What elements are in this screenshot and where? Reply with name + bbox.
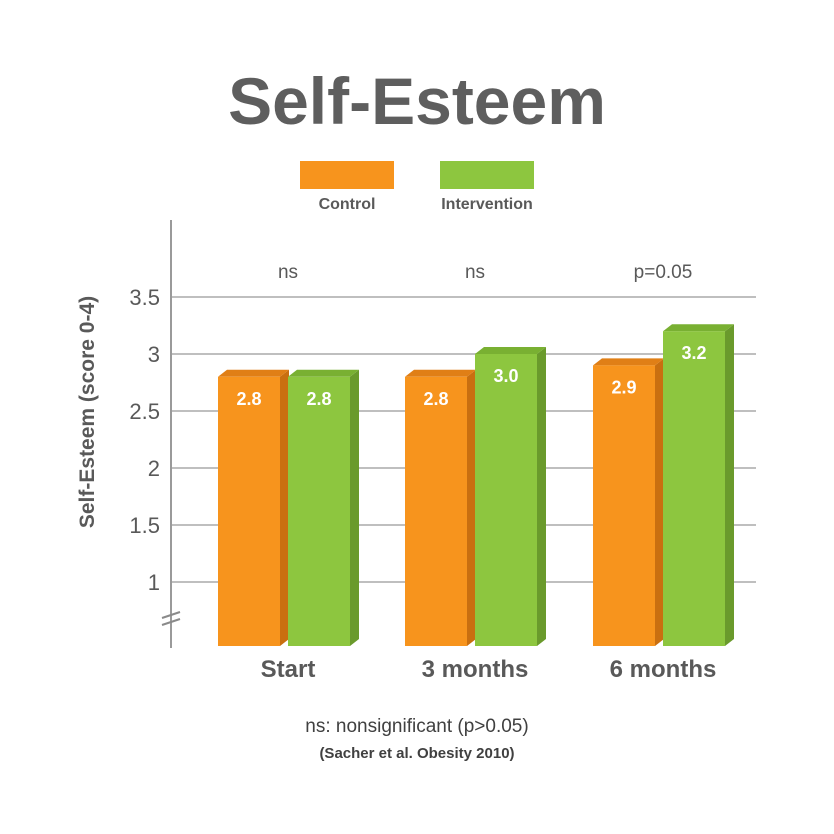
bar-value-label: 2.8 [306, 389, 331, 409]
x-category-label: Start [261, 656, 316, 683]
bar-control-3 [593, 358, 664, 646]
bar-control-1 [218, 369, 289, 646]
significance-label: p=0.05 [634, 262, 693, 283]
legend-swatch-control [300, 161, 394, 189]
bar-intervention-2 [475, 347, 546, 646]
legend-swatch-intervention [440, 161, 534, 189]
x-category-label: 3 months [422, 656, 529, 683]
bar-value-label: 3.2 [681, 343, 706, 363]
footnote: ns: nonsignificant (p>0.05) [305, 716, 528, 737]
y-tick-label: 1.5 [129, 513, 160, 538]
y-tick-label: 2.5 [129, 399, 160, 424]
significance-label: ns [278, 262, 298, 283]
bar-control-2 [405, 369, 476, 646]
bars: 2.8 2.8 2.8 3.0 2.9 3.2 [218, 324, 734, 646]
bar-value-label: 3.0 [493, 366, 518, 386]
legend: Control Intervention [300, 161, 534, 213]
y-tick-label: 2 [148, 456, 160, 481]
y-tick-label: 3 [148, 342, 160, 367]
bar-intervention-3 [663, 324, 734, 646]
bar-value-label: 2.9 [611, 377, 636, 397]
bar-value-label: 2.8 [236, 389, 261, 409]
legend-label-control: Control [319, 196, 376, 213]
bar-intervention-1 [288, 369, 359, 646]
chart-title: Self-Esteem [228, 64, 606, 138]
y-tick-label: 1 [148, 570, 160, 595]
category-labels: Start 3 months 6 months [261, 656, 717, 683]
x-category-label: 6 months [610, 656, 717, 683]
significance-label: ns [465, 262, 485, 283]
legend-label-intervention: Intervention [441, 196, 533, 213]
y-axis-label: Self-Esteem (score 0-4) [76, 296, 99, 528]
axis-break-icon [161, 611, 181, 626]
significance-labels: ns ns p=0.05 [278, 262, 692, 283]
source-citation: (Sacher et al. Obesity 2010) [319, 745, 514, 762]
bar-value-label: 2.8 [423, 389, 448, 409]
y-tick-labels: 1 1.5 2 2.5 3 3.5 [129, 285, 160, 595]
y-tick-label: 3.5 [129, 285, 160, 310]
